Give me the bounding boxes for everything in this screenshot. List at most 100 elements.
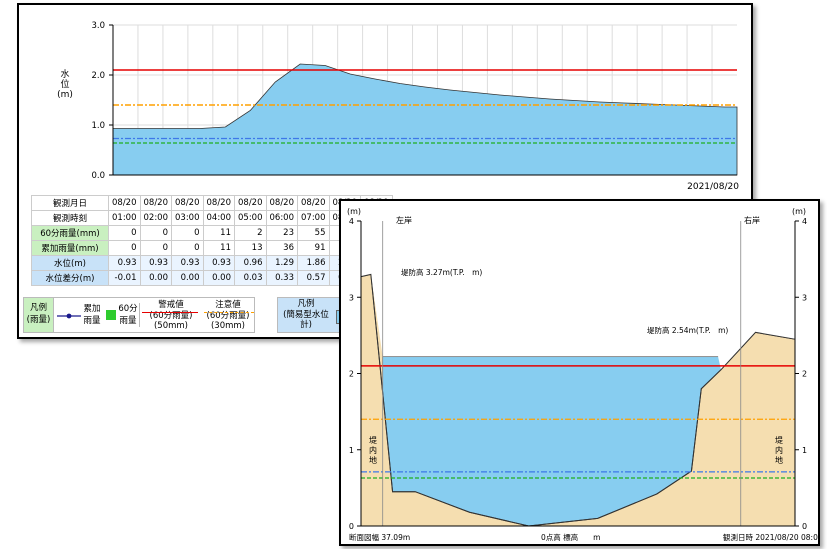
row-label: 累加雨量(mm) — [31, 240, 109, 256]
cs-left-tick-label: 1 — [349, 446, 354, 455]
table-cell: 0 — [139, 225, 172, 241]
cross-section-panel: 0 0 1 1 2 2 3 3 4 4 (m) (m) 左岸 右岸 堤防高 3.27m(T.P. m) 堤防高… — [339, 199, 820, 546]
cs-left-tick-label: 0 — [349, 522, 354, 531]
cs-right-tick-label: 0 — [802, 522, 807, 531]
table-cell: 04:00 — [202, 210, 235, 226]
width-label: 断面図幅 37.09m — [349, 532, 410, 542]
table-cell: 08/20 — [202, 195, 235, 211]
table-cell: 1.29 — [265, 255, 298, 271]
inland-left-label: 堤 — [369, 435, 377, 445]
rain-legend: 凡例 (雨量) 累加 雨量 60分 雨量 警戒値 (60分雨量) (50mm) … — [23, 297, 255, 333]
warning-legend-line — [142, 312, 198, 313]
legend-cum-label: 累加 雨量 — [83, 304, 101, 326]
legend-warning-label: 警戒値 (60分雨量) (50mm) — [149, 300, 193, 331]
y-axis-label: 水 — [60, 68, 69, 80]
table-cell: 02:00 — [139, 210, 172, 226]
observation-time-label: 観測日時 2021/08/20 08:00 — [723, 532, 818, 542]
table-cell: 0.96 — [234, 255, 267, 271]
sky-area — [361, 221, 795, 370]
table-cell: 11 — [202, 240, 235, 256]
cs-right-unit: (m) — [792, 207, 806, 216]
table-cell: 0.00 — [171, 270, 204, 286]
legend-caution-label: 注意値 (60分雨量) (30mm) — [206, 300, 250, 331]
zero-height-label: 0点高 標高 m — [541, 532, 600, 542]
inland-left-label: 内 — [369, 445, 377, 455]
table-cell: 23 — [265, 225, 298, 241]
table-cell: 08/20 — [139, 195, 172, 211]
sixty-rain-legend-swatch — [106, 310, 116, 320]
y-axis-label: 位 — [60, 78, 69, 90]
right-levee-label: 堤防高 2.54m(T.P. m) — [647, 325, 728, 335]
y-tick-label: 1.0 — [91, 121, 105, 131]
y-tick-label: 2.0 — [91, 71, 105, 81]
y-tick-label: 0.0 — [91, 171, 105, 181]
left-levee-label: 堤防高 3.27m(T.P. m) — [401, 267, 482, 277]
right-bank-label: 右岸 — [744, 215, 760, 225]
table-cell: 11 — [202, 225, 235, 241]
table-cell: 08/20 — [171, 195, 204, 211]
legend-title: 凡例 (雨量) — [24, 298, 54, 332]
table-row: 水位(m)0.930.930.930.930.961.291.862.222.1… — [31, 255, 393, 271]
cs-left-tick-label: 3 — [349, 293, 354, 302]
table-cell: 05:00 — [234, 210, 267, 226]
row-label: 観測月日 — [31, 195, 109, 211]
table-cell: 0 — [139, 240, 172, 256]
table-cell: 0 — [171, 225, 204, 241]
chart-timestamp: 2021/08/20 — [687, 182, 739, 192]
cs-right-tick-label: 1 — [802, 446, 807, 455]
cs-left-unit: (m) — [347, 207, 361, 216]
cum-rain-legend-icon — [57, 313, 81, 319]
table-cell: 55 — [297, 225, 330, 241]
table-cell: 0.33 — [265, 270, 298, 286]
left-bank-label: 左岸 — [396, 215, 412, 225]
row-label: 観測時刻 — [31, 210, 109, 226]
table-cell: 0 — [108, 225, 141, 241]
table-cell: 0.57 — [297, 270, 330, 286]
table-cell: 08/20 — [265, 195, 298, 211]
inland-right-label: 堤 — [775, 435, 783, 445]
table-cell: 2 — [234, 225, 267, 241]
table-cell: 08/20 — [108, 195, 141, 211]
legend-gauge-label: 凡例 (簡易型水位 計) — [283, 299, 329, 330]
table-row: 60分雨量(mm)0001122355280 — [31, 225, 393, 241]
water-level-chart: 0.0 1.0 2.0 3.0 水位(m) 2021/08/20 — [57, 21, 739, 192]
table-cell: 0.03 — [234, 270, 267, 286]
table-row: 観測月日08/2008/2008/2008/2008/2008/2008/200… — [31, 195, 393, 211]
legend-sixty-label: 60分 雨量 — [117, 303, 140, 327]
cs-left-tick-label: 2 — [349, 370, 354, 379]
table-cell: 08/20 — [297, 195, 330, 211]
table-cell: 91 — [297, 240, 330, 256]
table-cell: 07:00 — [297, 210, 330, 226]
ground-outline — [360, 273, 796, 527]
table-cell: 0 — [171, 240, 204, 256]
table-cell: 0.00 — [202, 270, 235, 286]
table-cell: 06:00 — [265, 210, 298, 226]
cs-right-tick-label: 4 — [802, 217, 807, 226]
row-label: 水位差分(m) — [31, 270, 109, 286]
table-row: 観測時刻01:0002:0003:0004:0005:0006:0007:000… — [31, 210, 393, 226]
table-cell: -0.01 — [108, 270, 141, 286]
table-cell: 0.93 — [108, 255, 141, 271]
table-cell: 08/20 — [234, 195, 267, 211]
row-label: 60分雨量(mm) — [31, 225, 109, 241]
table-cell: 0.00 — [139, 270, 172, 286]
water-level-area — [112, 63, 738, 176]
table-cell: 13 — [234, 240, 267, 256]
table-cell: 0.93 — [171, 255, 204, 271]
table-cell: 03:00 — [171, 210, 204, 226]
cs-left-tick-label: 4 — [349, 217, 354, 226]
table-cell: 0.93 — [139, 255, 172, 271]
cs-right-tick-label: 3 — [802, 293, 807, 302]
gauge-legend: 凡例 (簡易型水位 計) — [277, 297, 348, 333]
table-cell: 01:00 — [108, 210, 141, 226]
table-cell: 0 — [108, 240, 141, 256]
table-row: 水位差分(m)-0.010.000.000.000.030.330.570.36… — [31, 270, 393, 286]
inland-right-label: 地 — [775, 455, 783, 465]
inland-right-label: 内 — [775, 445, 783, 455]
y-tick-label: 3.0 — [91, 21, 105, 31]
table-row: 累加雨量(mm)00011133691119119 — [31, 240, 393, 256]
inland-left-label: 地 — [369, 455, 377, 465]
caution-legend-line — [204, 312, 254, 313]
row-label: 水位(m) — [31, 255, 109, 271]
